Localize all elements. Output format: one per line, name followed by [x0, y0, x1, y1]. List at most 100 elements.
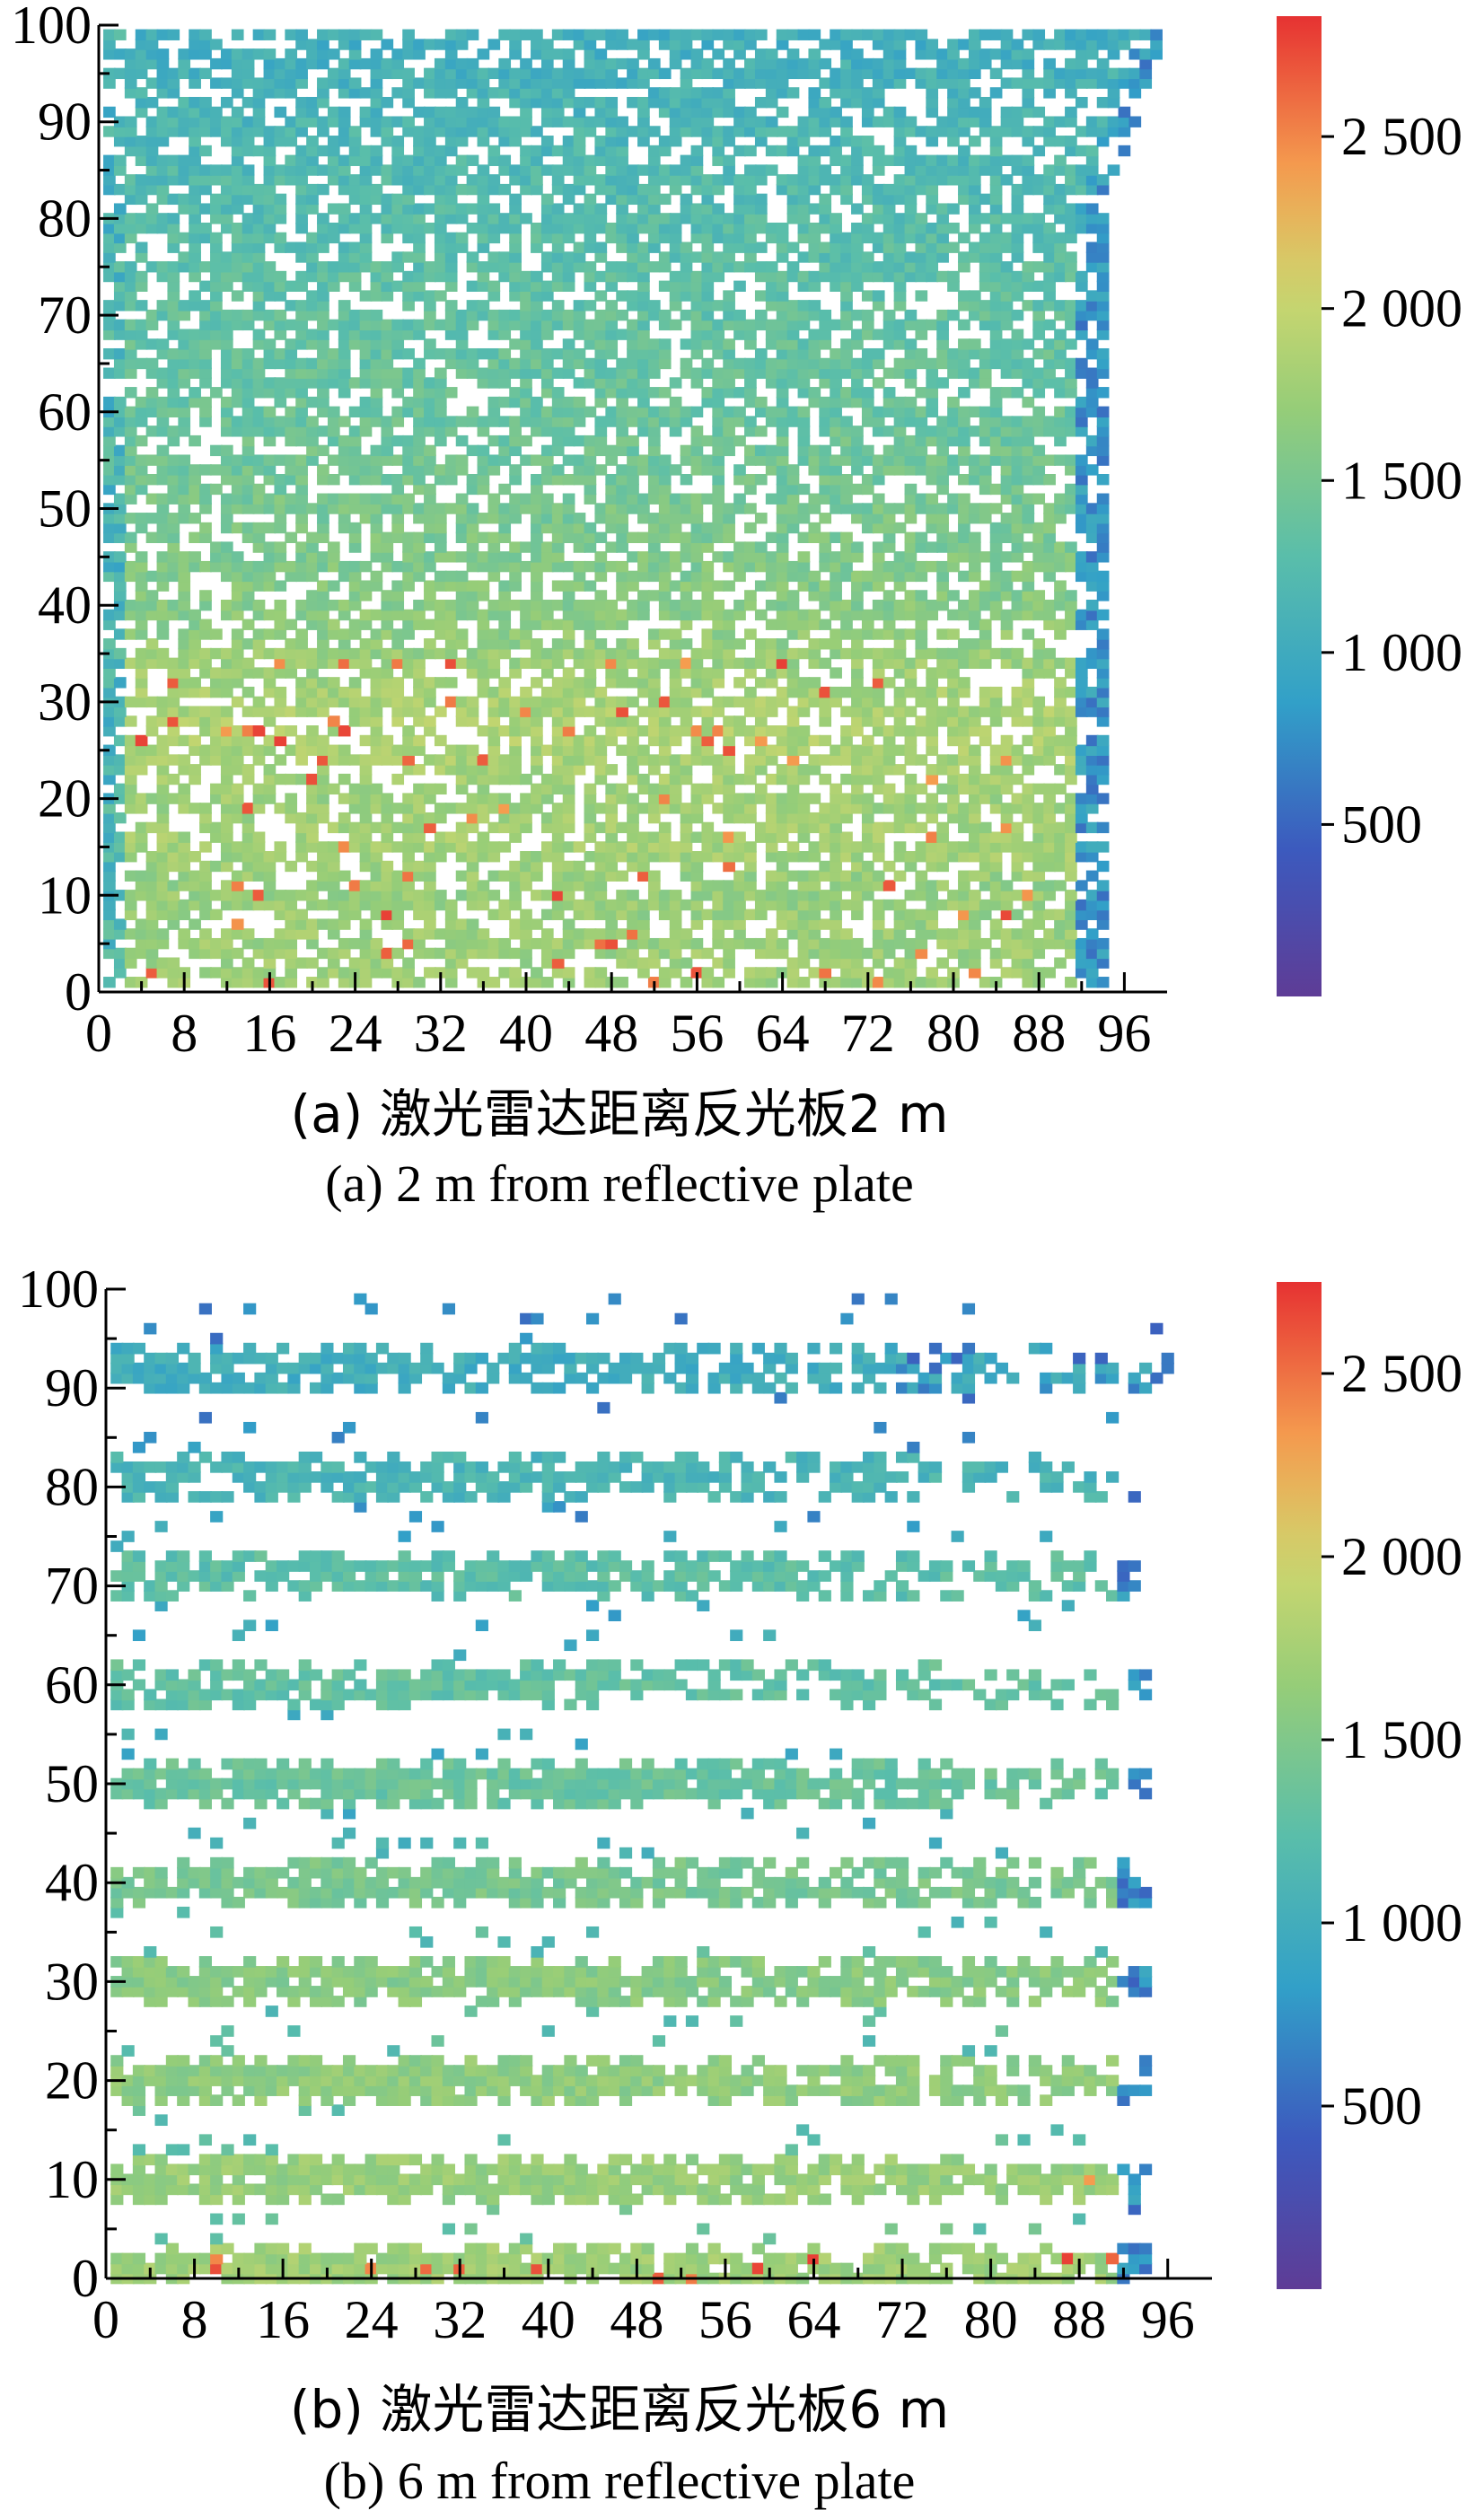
- heatmap-cell: [1011, 357, 1024, 370]
- heatmap-cell: [274, 754, 287, 766]
- heatmap-cell: [1085, 937, 1099, 950]
- heatmap-cell: [113, 609, 127, 621]
- heatmap-cell: [231, 590, 244, 601]
- heatmap-cell: [1065, 928, 1077, 940]
- heatmap-cell: [124, 773, 137, 785]
- heatmap-cell: [851, 947, 864, 960]
- heatmap-cell: [220, 793, 233, 804]
- heatmap-cell: [285, 503, 298, 514]
- heatmap-cell: [466, 860, 479, 873]
- heatmap-cell: [231, 560, 244, 573]
- heatmap-cell: [861, 406, 874, 417]
- heatmap-cell: [413, 928, 426, 940]
- heatmap-cell: [1011, 937, 1024, 950]
- heatmap-cell: [1032, 347, 1046, 360]
- heatmap-cell: [915, 628, 928, 640]
- heatmap-cell: [381, 841, 394, 853]
- heatmap-cell: [786, 967, 800, 979]
- heatmap-cell: [627, 319, 639, 331]
- heatmap-cell: [509, 309, 522, 321]
- heatmap-cell: [466, 715, 479, 727]
- heatmap-cell: [413, 734, 426, 747]
- heatmap-cell: [1054, 513, 1067, 524]
- heatmap-cell: [477, 619, 490, 630]
- heatmap-cell: [327, 357, 340, 370]
- heatmap-cell: [252, 870, 266, 882]
- heatmap-cell: [231, 734, 244, 747]
- heatmap-cell: [455, 937, 469, 950]
- heatmap-cell: [145, 715, 159, 727]
- heatmap-cell: [723, 338, 735, 350]
- heatmap-cell: [1032, 280, 1046, 292]
- heatmap-cell: [135, 551, 148, 563]
- heatmap-cell: [113, 890, 127, 901]
- heatmap-cell: [1054, 908, 1067, 921]
- heatmap-cell: [434, 426, 447, 437]
- heatmap-cell: [1075, 657, 1088, 670]
- heatmap-cell: [178, 841, 191, 853]
- heatmap-cell: [647, 473, 661, 486]
- heatmap-cell: [455, 513, 469, 524]
- heatmap-cell: [690, 831, 704, 843]
- heatmap-cell: [178, 686, 191, 698]
- heatmap-cell: [669, 531, 682, 544]
- heatmap-cell: [189, 232, 201, 244]
- heatmap-cell: [915, 870, 928, 882]
- heatmap-cell: [424, 377, 436, 389]
- heatmap-cell: [252, 377, 266, 389]
- heatmap-cell: [830, 880, 842, 891]
- heatmap-cell: [1043, 261, 1056, 273]
- heatmap-cell: [487, 600, 501, 611]
- heatmap-cell: [979, 319, 992, 331]
- heatmap-cell: [979, 580, 992, 592]
- heatmap-cell: [958, 821, 970, 834]
- heatmap-cell: [167, 957, 180, 969]
- heatmap-cell: [765, 821, 778, 834]
- heatmap-cell: [434, 551, 447, 563]
- heatmap-cell: [241, 444, 255, 457]
- heatmap-cell: [808, 851, 821, 863]
- heatmap-cell: [605, 803, 619, 814]
- heatmap-cell: [989, 503, 1003, 514]
- heatmap-cell: [178, 338, 191, 350]
- heatmap-cell: [540, 773, 554, 785]
- heatmap-cell: [402, 290, 415, 302]
- heatmap-cell: [113, 396, 127, 408]
- heatmap-cell: [434, 580, 447, 592]
- heatmap-cell: [584, 483, 597, 496]
- heatmap-cell: [241, 600, 255, 611]
- heatmap-cell: [189, 744, 201, 756]
- heatmap-cell: [135, 473, 148, 486]
- heatmap-cell: [627, 493, 639, 505]
- heatmap-cell: [413, 541, 426, 553]
- heatmap-cell: [113, 290, 127, 302]
- heatmap-cell: [765, 647, 778, 660]
- heatmap-cell: [926, 396, 939, 408]
- heatmap-cell: [562, 600, 575, 611]
- heatmap-cell: [861, 764, 874, 776]
- heatmap-cell: [531, 406, 543, 417]
- heatmap-cell: [306, 667, 319, 679]
- heatmap-cell: [915, 493, 928, 505]
- heatmap-cell: [830, 473, 842, 486]
- heatmap-cell: [627, 803, 639, 814]
- heatmap-cell: [189, 367, 201, 379]
- heatmap-cell: [1065, 977, 1077, 988]
- heatmap-cell: [637, 290, 650, 302]
- heatmap-cell: [690, 531, 704, 544]
- heatmap-cell: [723, 522, 735, 534]
- heatmap-cell: [605, 667, 619, 679]
- heatmap-cell: [306, 560, 319, 573]
- heatmap-cell: [1085, 947, 1099, 960]
- heatmap-cell: [434, 899, 447, 911]
- heatmap-cell: [156, 899, 170, 911]
- heatmap-cell: [178, 309, 191, 321]
- heatmap-cell: [765, 657, 778, 670]
- heatmap-cell: [402, 967, 415, 979]
- heatmap-cell: [391, 377, 405, 389]
- heatmap-cell: [1096, 734, 1110, 747]
- heatmap-cell: [1043, 609, 1056, 621]
- heatmap-cell: [616, 473, 628, 486]
- heatmap-cell: [103, 396, 116, 408]
- heatmap-cell: [338, 503, 351, 514]
